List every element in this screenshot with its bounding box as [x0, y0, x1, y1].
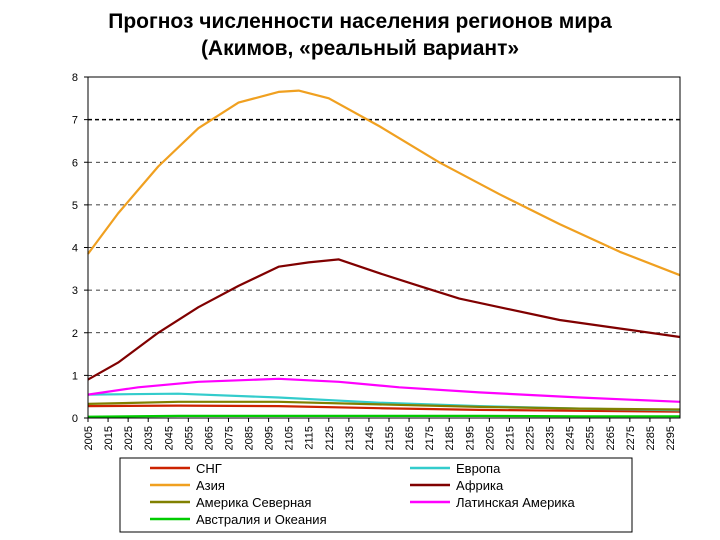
- y-tick-label-0: 0: [72, 413, 78, 425]
- x-tick-label-2295: 2295: [665, 426, 677, 450]
- legend-label-1: Европа: [456, 461, 501, 476]
- plot-frame: [87, 76, 681, 419]
- chart-title-line-2: (Акимов, «реальный вариант»: [200, 37, 520, 60]
- legend-label-6: Австралия и Океания: [196, 512, 327, 527]
- y-tick-label-1: 1: [72, 370, 78, 382]
- x-tick-label-2195: 2195: [464, 426, 476, 450]
- y-tick-label-5: 5: [72, 200, 78, 212]
- y-tick-label-2: 2: [72, 328, 78, 340]
- series-line-4: [87, 400, 681, 411]
- legend-label-2: Азия: [196, 478, 225, 493]
- series-line-2: [87, 89, 681, 277]
- grid-lines: [88, 118, 680, 376]
- x-tick-label-2055: 2055: [183, 426, 195, 450]
- x-tick-label-2155: 2155: [384, 426, 396, 450]
- series-lines: [87, 89, 681, 418]
- x-tick-label-2025: 2025: [123, 426, 135, 450]
- legend-box: [119, 457, 633, 533]
- x-tick-label-2035: 2035: [143, 426, 155, 450]
- y-tick-label-3: 3: [72, 285, 78, 297]
- x-tick-label-2145: 2145: [364, 426, 376, 450]
- y-tick-label-4: 4: [72, 243, 78, 255]
- legend-label-3: Африка: [456, 478, 504, 493]
- chart-title-line-1: Прогноз численности населения регионов м…: [108, 10, 612, 33]
- x-tick-label-2135: 2135: [344, 426, 356, 450]
- x-tick-label-2075: 2075: [223, 426, 235, 450]
- series-line-0: [87, 404, 681, 413]
- x-tick-label-2215: 2215: [504, 426, 516, 450]
- x-tick-label-2225: 2225: [524, 426, 536, 450]
- x-tick-label-2205: 2205: [484, 426, 496, 450]
- legend-label-5: Латинская Америка: [456, 495, 576, 510]
- x-tick-label-2005: 2005: [83, 426, 95, 450]
- x-tick-label-2255: 2255: [585, 426, 597, 450]
- x-tick-label-2065: 2065: [203, 426, 215, 450]
- x-tick-label-2125: 2125: [324, 426, 336, 450]
- x-tick-label-2185: 2185: [444, 426, 456, 450]
- x-axis-ticks: 2005 2015 2025 2035 2045 2055 2065 2075 2085 2095…: [83, 418, 677, 450]
- legend: СНГ Европа Азия Африка Америка Северная Латин…: [119, 457, 633, 533]
- chart-title: Прогноз численности населения регионов м…: [0, 8, 720, 62]
- series-line-3: [87, 258, 681, 381]
- y-tick-label-6: 6: [72, 157, 78, 169]
- x-tick-label-2095: 2095: [264, 426, 276, 450]
- x-tick-label-2085: 2085: [244, 426, 256, 450]
- x-tick-label-2165: 2165: [404, 426, 416, 450]
- plot-border: [87, 76, 681, 419]
- x-tick-label-2275: 2275: [625, 426, 637, 450]
- x-tick-label-2015: 2015: [103, 426, 115, 450]
- x-tick-label-2175: 2175: [424, 426, 436, 450]
- legend-label-0: СНГ: [196, 461, 222, 476]
- x-tick-label-2265: 2265: [605, 426, 617, 450]
- x-tick-label-2235: 2235: [545, 426, 557, 450]
- y-tick-label-7: 7: [72, 115, 78, 127]
- y-axis-ticks: 0 1 2 3 4 5 6 7 8: [72, 72, 88, 425]
- series-line-6: [87, 414, 680, 418]
- x-tick-label-2285: 2285: [645, 426, 657, 450]
- series-line-5: [87, 377, 681, 403]
- x-tick-label-2045: 2045: [163, 426, 175, 450]
- legend-label-4: Америка Северная: [196, 495, 311, 510]
- y-tick-label-8: 8: [72, 72, 78, 84]
- x-tick-label-2245: 2245: [565, 426, 577, 450]
- x-tick-label-2115: 2115: [304, 426, 316, 450]
- x-tick-label-2105: 2105: [284, 426, 296, 450]
